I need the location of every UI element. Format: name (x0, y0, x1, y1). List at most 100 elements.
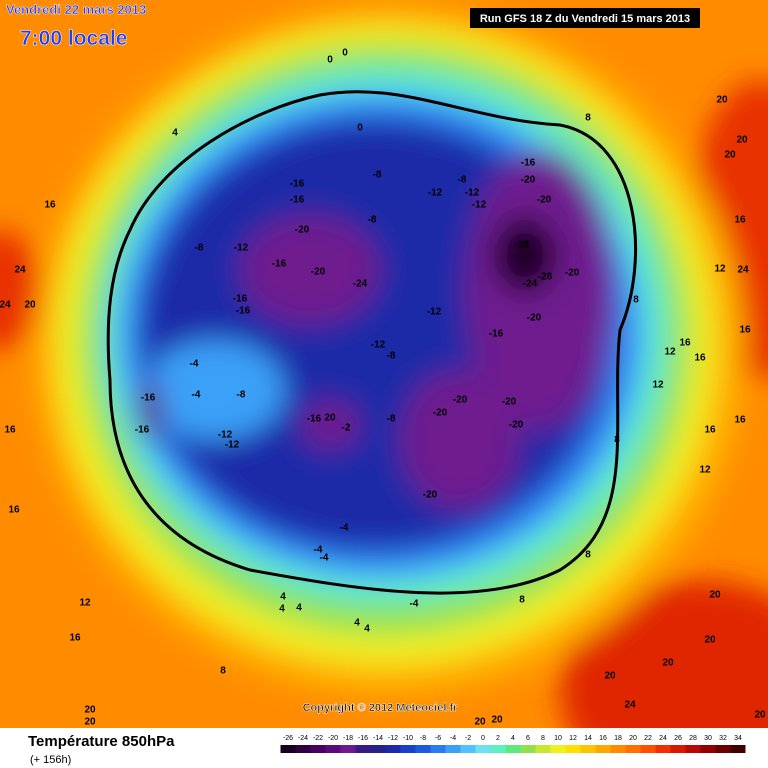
contour-label: 20 (474, 717, 486, 728)
colorbar-tick-label: 30 (704, 735, 712, 742)
contour-label: 8 (614, 435, 620, 446)
colorbar-tick-label: 20 (629, 735, 637, 742)
colorbar-swatch (670, 745, 686, 753)
contour-label: 20 (84, 705, 96, 716)
contour-label: -4 (340, 523, 349, 534)
contour-labels: 004162420240-16-16-8-8-20-16-20-24-12-8-… (0, 48, 766, 728)
contour-label: 20 (604, 671, 616, 682)
contour-label: 20 (662, 658, 674, 669)
colorbar-swatch (475, 745, 491, 753)
colorbar-swatch (400, 745, 416, 753)
contour-label: 8 (633, 295, 639, 306)
colorbar-swatch (640, 745, 656, 753)
colorbar-swatch (505, 745, 521, 753)
contour-label: 16 (69, 633, 81, 644)
colorbar-tick-label: 2 (496, 735, 500, 742)
colorbar-swatch (610, 745, 626, 753)
colorbar-tick-label: 14 (584, 735, 592, 742)
contour-label: 20 (704, 635, 716, 646)
colorbar-tick-label: -14 (373, 735, 383, 742)
contour-label: -20 (502, 397, 517, 408)
contour-label: 8 (220, 666, 226, 677)
contour-label: -20 (433, 408, 448, 419)
contour-label: -20 (521, 175, 536, 186)
colorbar-tick-label: 16 (599, 735, 607, 742)
contour-label: 20 (24, 300, 36, 311)
contour-label: -28 (515, 240, 530, 251)
colorbar-tick-label: -16 (358, 735, 368, 742)
colorbar-swatch (385, 745, 401, 753)
contour-label: -8 (373, 170, 382, 181)
contour-label: -20 (537, 195, 552, 206)
contour-label: 4 (296, 603, 302, 614)
colorbar-swatch (685, 745, 701, 753)
colorbar-swatch (355, 745, 371, 753)
colorbar-swatch (625, 745, 641, 753)
contour-label: -8 (195, 243, 204, 254)
contour-label: -20 (527, 313, 542, 324)
colorbar-tick-label: -6 (435, 735, 441, 742)
run-box (470, 8, 700, 28)
colorbar-swatch (280, 745, 296, 753)
contour-label: 8 (585, 550, 591, 561)
contour-label: -20 (509, 420, 524, 431)
contour-label: -4 (190, 359, 199, 370)
contour-label: 24 (0, 300, 11, 311)
contour-label: 16 (734, 215, 746, 226)
colorbar-swatch (700, 745, 716, 753)
colorbar-swatch (655, 745, 671, 753)
colorbar-tick-label: 26 (674, 735, 682, 742)
colorbar-swatch (415, 745, 431, 753)
contour-label: 16 (694, 353, 706, 364)
colorbar-swatch (550, 745, 566, 753)
contour-label: -8 (387, 351, 396, 362)
contour-label: 16 (679, 338, 691, 349)
colorbar-tick-label: 34 (734, 735, 742, 742)
colorbar-tick-label: -20 (328, 735, 338, 742)
contour-label: -16 (290, 195, 305, 206)
contour-label: -12 (472, 200, 487, 211)
colorbar-swatch (325, 745, 341, 753)
colorbar-swatch (430, 745, 446, 753)
contour-label: 0 (357, 123, 363, 134)
contour-label: -20 (311, 267, 326, 278)
contour-label: 4 (364, 624, 370, 635)
colorbar-tick-label: -24 (298, 735, 308, 742)
colorbar-tick-label: 22 (644, 735, 652, 742)
colorbar-swatch (460, 745, 476, 753)
contour-label: -24 (523, 279, 538, 290)
contour-label: -16 (233, 294, 248, 305)
copyright: Copyright © 2012 Meteociel.fr (303, 702, 459, 714)
contour-label: 20 (736, 135, 748, 146)
contour-label: 12 (652, 380, 664, 391)
contour-label: 20 (709, 590, 721, 601)
contour-label: 20 (324, 413, 336, 424)
contour-label: 16 (734, 415, 746, 426)
contour-label: -4 (314, 545, 323, 556)
colorbar-swatch (520, 745, 536, 753)
colorbar-swatch (535, 745, 551, 753)
colorbar-tick-label: -8 (420, 735, 426, 742)
contour-label: -20 (423, 490, 438, 501)
contour-label: -4 (192, 390, 201, 401)
contour-label: -12 (465, 188, 480, 199)
colorbar-tick-label: -12 (388, 735, 398, 742)
contour-label: 20 (491, 715, 503, 726)
colorbar-swatch (340, 745, 356, 753)
contour-label: 16 (44, 200, 56, 211)
contour-label: -16 (489, 329, 504, 340)
contour-label: 16 (8, 505, 20, 516)
time: 7:00 locale (20, 27, 127, 50)
contour-label: -24 (353, 279, 368, 290)
colorbar-tick-label: 4 (511, 735, 515, 742)
colorbar-tick-label: 8 (541, 735, 545, 742)
colorbar: -26 -24 -22 -20 -18 -16 -14 -12 -10 -8 -6 -4 -2 0 2 4 6 8… (280, 735, 746, 753)
contour-label: -8 (368, 215, 377, 226)
colorbar-swatch (295, 745, 311, 753)
colorbar-tick-label: 24 (659, 735, 667, 742)
date: Vendredi 22 mars 2013 (6, 2, 146, 17)
colorbar-tick-label: -10 (403, 735, 413, 742)
colorbar-tick-label: -2 (465, 735, 471, 742)
contour-label: -20 (453, 395, 468, 406)
run: Run GFS 18 Z du Vendredi 15 mars 2013 (480, 13, 690, 25)
